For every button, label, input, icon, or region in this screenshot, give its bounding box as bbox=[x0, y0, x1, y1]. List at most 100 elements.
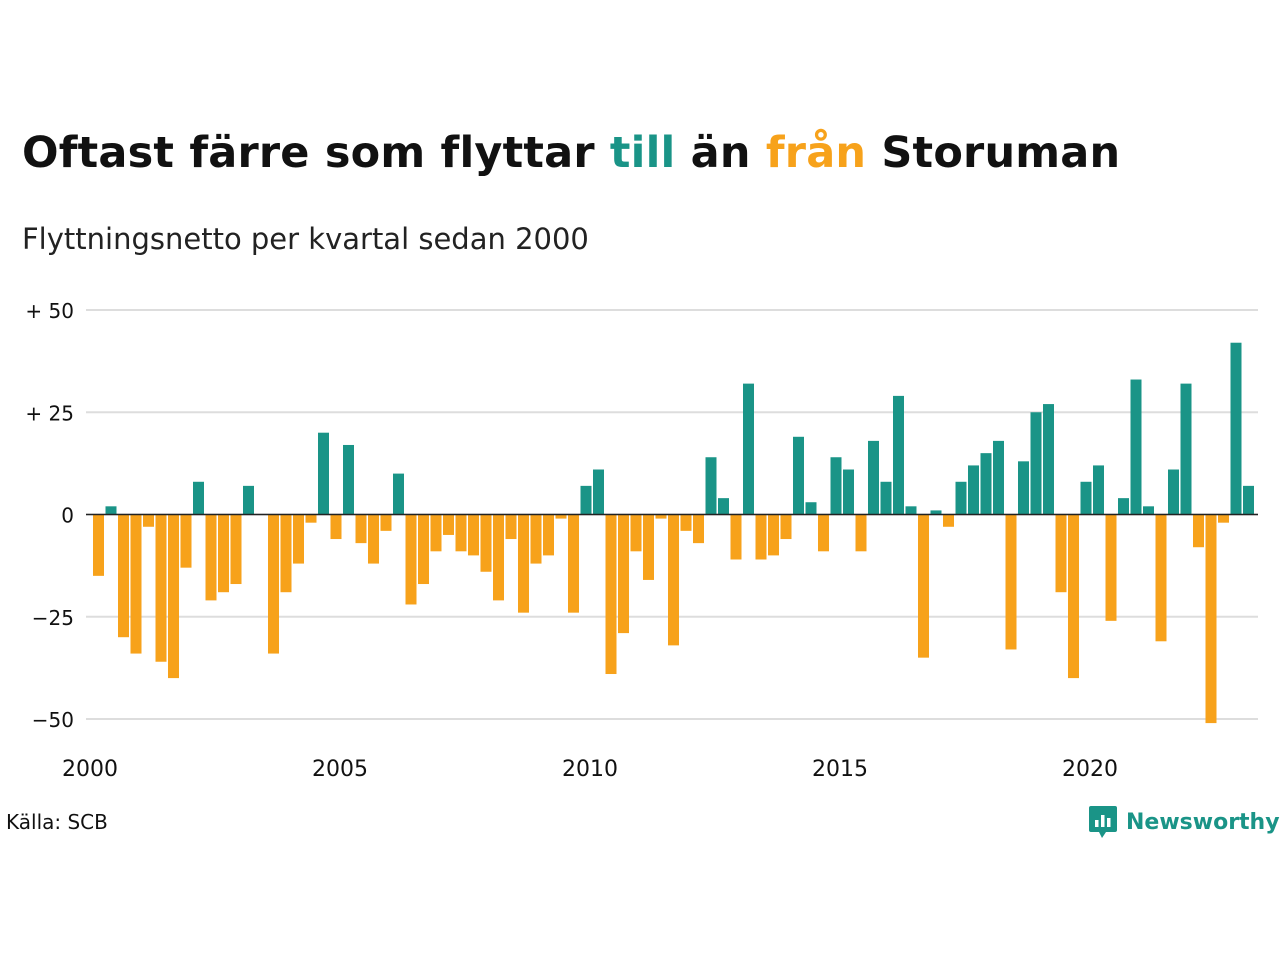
bar bbox=[1130, 379, 1142, 515]
bar bbox=[993, 440, 1004, 515]
newsworthy-logo: Newsworthy bbox=[1088, 804, 1280, 840]
title-part-2: än bbox=[675, 128, 766, 178]
bar bbox=[580, 485, 592, 515]
x-tick-label: 2010 bbox=[562, 757, 618, 782]
bar bbox=[955, 481, 967, 515]
y-tick-label: + 25 bbox=[25, 401, 74, 425]
bar bbox=[230, 514, 242, 585]
bar bbox=[705, 457, 717, 515]
bar bbox=[305, 514, 317, 523]
y-axis-labels: + 50 + 25 0 −25 −50 bbox=[25, 299, 74, 732]
bar bbox=[1218, 514, 1229, 523]
bar bbox=[718, 498, 729, 515]
bar bbox=[1043, 404, 1054, 515]
bar bbox=[805, 502, 817, 515]
bar bbox=[1205, 514, 1217, 724]
x-tick-label: 2000 bbox=[62, 757, 118, 782]
newsworthy-logo-icon bbox=[1089, 806, 1117, 838]
bar bbox=[918, 514, 929, 658]
title-till: till bbox=[609, 128, 676, 178]
title-part-1: Oftast färre som flyttar bbox=[22, 128, 610, 178]
bar bbox=[1243, 485, 1254, 515]
bar bbox=[193, 481, 204, 515]
bar bbox=[768, 514, 779, 556]
bar bbox=[318, 432, 329, 515]
bar bbox=[268, 514, 279, 654]
bar bbox=[1093, 465, 1104, 515]
bar bbox=[155, 514, 167, 662]
bar bbox=[380, 514, 392, 531]
bar-chart: + 50 + 25 0 −25 −50 2000 2005 2010 2015 2020 bbox=[25, 299, 1258, 782]
bar bbox=[943, 514, 954, 527]
bar bbox=[1018, 461, 1029, 515]
bar bbox=[568, 514, 579, 613]
bar bbox=[293, 514, 304, 564]
bar bbox=[1230, 342, 1242, 515]
bar bbox=[1193, 514, 1204, 548]
bar bbox=[480, 514, 492, 572]
bar bbox=[793, 436, 804, 515]
bar bbox=[218, 514, 229, 593]
bar bbox=[205, 514, 217, 601]
bar bbox=[655, 514, 667, 519]
bar bbox=[1155, 514, 1167, 642]
bar bbox=[418, 514, 429, 585]
bar bbox=[693, 514, 704, 544]
bar bbox=[1005, 514, 1017, 650]
bar bbox=[505, 514, 517, 540]
bar bbox=[1055, 514, 1067, 593]
bar bbox=[968, 465, 979, 515]
bar bbox=[343, 444, 354, 515]
bar bbox=[605, 514, 617, 675]
bar bbox=[130, 514, 142, 654]
brand-name: Newsworthy bbox=[1126, 809, 1280, 835]
chart-subtitle: Flyttningsnetto per kvartal sedan 2000 bbox=[22, 222, 589, 256]
bar bbox=[430, 514, 442, 552]
bar bbox=[530, 514, 542, 564]
bar bbox=[730, 514, 742, 560]
bar bbox=[143, 514, 154, 527]
bar bbox=[443, 514, 454, 535]
y-tick-label: 0 bbox=[61, 504, 74, 528]
bar bbox=[905, 506, 917, 515]
y-tick-label: −50 bbox=[32, 708, 74, 732]
bar bbox=[543, 514, 554, 556]
bar bbox=[355, 514, 367, 544]
bar bbox=[855, 514, 867, 552]
x-axis-labels: 2000 2005 2010 2015 2020 bbox=[62, 757, 1118, 782]
bar bbox=[555, 514, 567, 519]
bar bbox=[93, 514, 104, 576]
bar bbox=[168, 514, 179, 679]
bar bbox=[368, 514, 379, 564]
x-tick-label: 2005 bbox=[312, 757, 368, 782]
bar bbox=[818, 514, 829, 552]
bar bbox=[755, 514, 767, 560]
bar bbox=[455, 514, 467, 552]
bars bbox=[86, 342, 1258, 724]
bar bbox=[1143, 506, 1154, 515]
bar bbox=[468, 514, 479, 556]
bar bbox=[1068, 514, 1079, 679]
bar bbox=[930, 510, 942, 515]
bar bbox=[843, 469, 854, 515]
y-tick-label: + 50 bbox=[25, 299, 74, 323]
bar bbox=[243, 485, 254, 515]
chart-title: Oftast färre som flyttar till än från St… bbox=[22, 128, 1120, 178]
bar bbox=[518, 514, 529, 613]
bar bbox=[630, 514, 642, 552]
bar bbox=[393, 473, 404, 515]
bar bbox=[1080, 481, 1092, 515]
bar bbox=[593, 469, 604, 515]
bar bbox=[668, 514, 679, 646]
bar bbox=[880, 481, 892, 515]
bar bbox=[493, 514, 504, 601]
x-tick-label: 2020 bbox=[1062, 757, 1118, 782]
bar bbox=[893, 395, 904, 515]
bar bbox=[405, 514, 417, 605]
bar bbox=[743, 383, 754, 515]
bar bbox=[1030, 412, 1042, 515]
bar bbox=[105, 506, 117, 515]
bar bbox=[180, 514, 192, 568]
bar bbox=[680, 514, 692, 531]
bar bbox=[330, 514, 342, 540]
